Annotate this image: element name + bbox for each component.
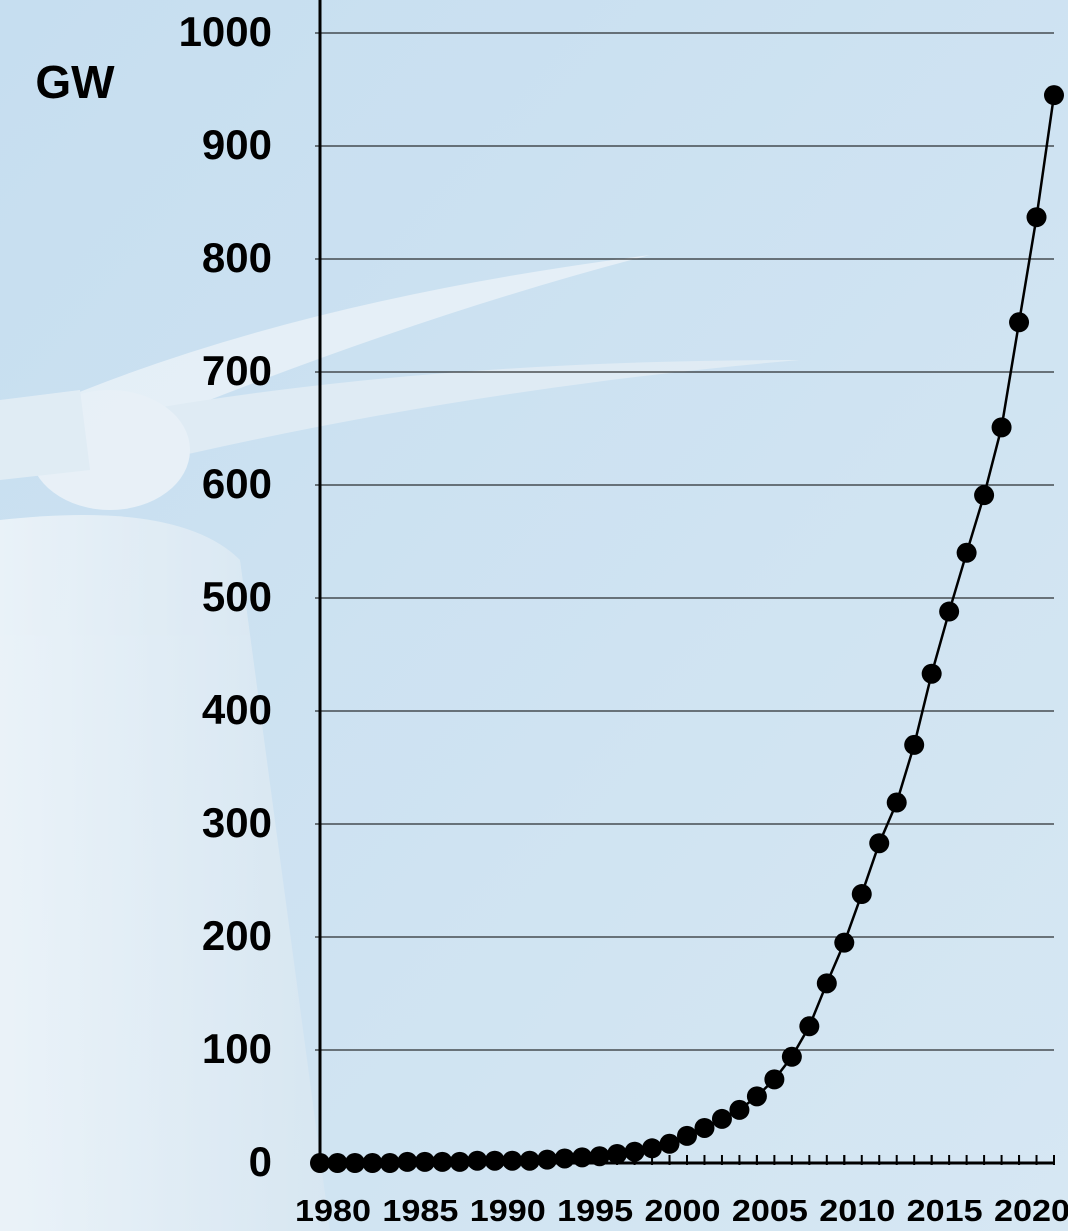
data-point (677, 1126, 697, 1146)
y-tick-label: 400 (202, 686, 272, 733)
data-point (992, 417, 1012, 437)
data-point (660, 1134, 680, 1154)
data-point (782, 1047, 802, 1067)
data-point (572, 1147, 592, 1167)
data-point (345, 1153, 365, 1173)
data-point (764, 1069, 784, 1089)
data-point (904, 735, 924, 755)
data-point (310, 1153, 330, 1173)
data-point (642, 1138, 662, 1158)
data-point (939, 602, 959, 622)
data-point (502, 1151, 522, 1171)
data-point (957, 543, 977, 563)
data-point (415, 1152, 435, 1172)
y-tick-label: 100 (202, 1025, 272, 1072)
data-point (467, 1151, 487, 1171)
data-point (974, 485, 994, 505)
data-point (537, 1150, 557, 1170)
data-point (747, 1086, 767, 1106)
y-tick-label: 800 (202, 234, 272, 281)
data-point (799, 1016, 819, 1036)
y-tick-label: 900 (202, 121, 272, 168)
y-tick-label: 600 (202, 460, 272, 507)
data-point (1009, 312, 1029, 332)
data-point (397, 1152, 417, 1172)
data-point (712, 1109, 732, 1129)
data-point (450, 1152, 470, 1172)
x-tick-label: 1995 (557, 1193, 633, 1228)
x-tick-label: 2005 (732, 1193, 808, 1228)
y-tick-label: 700 (202, 347, 272, 394)
chart: GW 0 100 200 300 400 500 600 700 800 900 1000 1980 1… (0, 0, 1068, 1231)
x-tick-label: 2015 (907, 1193, 983, 1228)
data-point (625, 1142, 645, 1162)
data-point (869, 833, 889, 853)
data-point (852, 884, 872, 904)
x-tick-label: 1990 (470, 1193, 546, 1228)
data-point (817, 973, 837, 993)
data-point (380, 1153, 400, 1173)
data-point (1044, 85, 1064, 105)
x-tick-label: 1985 (382, 1193, 458, 1228)
data-point (607, 1144, 627, 1164)
data-point (834, 933, 854, 953)
data-point (555, 1148, 575, 1168)
data-point (432, 1152, 452, 1172)
y-tick-label: 500 (202, 573, 272, 620)
data-point (362, 1153, 382, 1173)
x-tick-label: 2020 (994, 1193, 1068, 1228)
data-point (327, 1153, 347, 1173)
y-tick-label: 1000 (179, 8, 272, 55)
data-point (729, 1100, 749, 1120)
x-tick-label: 2000 (645, 1193, 721, 1228)
data-point (694, 1118, 714, 1138)
y-axis-label: GW (35, 56, 115, 108)
data-point (922, 664, 942, 684)
data-point (1027, 207, 1047, 227)
x-tick-label: 1980 (295, 1193, 371, 1228)
x-tick-label: 2010 (819, 1193, 895, 1228)
data-point (520, 1151, 540, 1171)
y-tick-label: 300 (202, 799, 272, 846)
y-tick-label: 0 (249, 1138, 272, 1185)
data-point (485, 1151, 505, 1171)
y-tick-label: 200 (202, 912, 272, 959)
data-point (590, 1146, 610, 1166)
data-point (887, 793, 907, 813)
